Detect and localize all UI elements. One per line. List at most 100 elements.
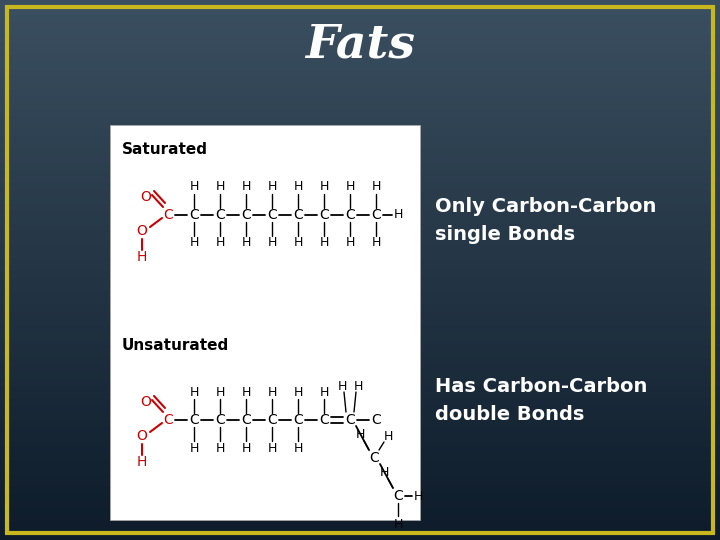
- Text: H: H: [293, 237, 302, 249]
- Text: Only Carbon-Carbon
single Bonds: Only Carbon-Carbon single Bonds: [435, 197, 657, 244]
- Text: H: H: [293, 442, 302, 455]
- Text: C: C: [189, 208, 199, 222]
- Bar: [0, 303, 720, 310]
- Text: H: H: [215, 442, 225, 455]
- Bar: [0, 498, 720, 507]
- Text: Unsaturated: Unsaturated: [122, 338, 229, 353]
- Text: H: H: [241, 180, 251, 193]
- Bar: [0, 390, 720, 399]
- Bar: [0, 357, 720, 364]
- Text: H: H: [241, 442, 251, 455]
- Text: C: C: [215, 413, 225, 427]
- Bar: [0, 485, 720, 492]
- Text: C: C: [293, 413, 303, 427]
- Bar: [0, 363, 720, 372]
- Text: H: H: [293, 386, 302, 399]
- Bar: [0, 262, 720, 270]
- Text: H: H: [346, 237, 355, 249]
- Text: H: H: [293, 180, 302, 193]
- Text: H: H: [189, 386, 199, 399]
- Bar: [0, 377, 720, 384]
- Bar: [0, 424, 720, 432]
- Bar: [0, 161, 720, 168]
- Bar: [0, 147, 720, 156]
- Bar: [0, 114, 720, 122]
- Bar: [0, 451, 720, 459]
- Text: H: H: [189, 180, 199, 193]
- Bar: [0, 215, 720, 222]
- Bar: [0, 532, 720, 540]
- Text: C: C: [215, 208, 225, 222]
- Text: C: C: [241, 413, 251, 427]
- Text: H: H: [137, 455, 147, 469]
- Bar: [0, 33, 720, 40]
- Bar: [0, 289, 720, 297]
- Text: H: H: [383, 429, 392, 442]
- Bar: [0, 492, 720, 500]
- Bar: [0, 309, 720, 317]
- Bar: [0, 350, 720, 357]
- Bar: [0, 228, 720, 237]
- Text: H: H: [319, 386, 329, 399]
- Bar: [0, 336, 720, 345]
- Bar: [0, 19, 720, 27]
- Text: C: C: [189, 413, 199, 427]
- Bar: [0, 255, 720, 263]
- Bar: [0, 188, 720, 195]
- Text: H: H: [189, 237, 199, 249]
- Text: H: H: [346, 180, 355, 193]
- Bar: [0, 93, 720, 102]
- Bar: [0, 120, 720, 128]
- Bar: [0, 174, 720, 183]
- Bar: [0, 208, 720, 216]
- Text: H: H: [137, 250, 147, 264]
- Bar: [0, 411, 720, 418]
- Text: Has Carbon-Carbon
double Bonds: Has Carbon-Carbon double Bonds: [435, 376, 647, 423]
- Bar: [0, 154, 720, 162]
- Text: H: H: [319, 237, 329, 249]
- Bar: [0, 201, 720, 209]
- Bar: [0, 6, 720, 14]
- Bar: [0, 235, 720, 243]
- Text: H: H: [241, 237, 251, 249]
- Bar: [0, 397, 720, 405]
- Text: O: O: [137, 429, 148, 443]
- Text: H: H: [215, 386, 225, 399]
- Bar: [0, 46, 720, 54]
- Text: H: H: [354, 380, 363, 393]
- Text: H: H: [267, 180, 276, 193]
- Bar: [0, 316, 720, 324]
- Text: C: C: [371, 413, 381, 427]
- Text: C: C: [163, 413, 173, 427]
- Text: C: C: [293, 208, 303, 222]
- Text: H: H: [372, 237, 381, 249]
- Text: O: O: [140, 190, 151, 204]
- Bar: [0, 505, 720, 513]
- Bar: [0, 222, 720, 230]
- Bar: [0, 87, 720, 94]
- Bar: [0, 370, 720, 378]
- Text: H: H: [372, 180, 381, 193]
- Bar: [0, 127, 720, 135]
- Bar: [0, 0, 720, 6]
- Bar: [0, 242, 720, 249]
- Bar: [0, 282, 720, 291]
- Bar: [0, 276, 720, 284]
- Bar: [0, 134, 720, 141]
- Bar: [0, 458, 720, 465]
- Bar: [0, 53, 720, 60]
- Text: H: H: [393, 517, 402, 530]
- Text: H: H: [413, 489, 423, 503]
- Bar: [0, 100, 720, 108]
- Text: C: C: [267, 413, 277, 427]
- Bar: [0, 296, 720, 303]
- Bar: [0, 330, 720, 338]
- Bar: [0, 168, 720, 176]
- Text: H: H: [267, 237, 276, 249]
- Bar: [0, 66, 720, 74]
- Bar: [0, 195, 720, 202]
- Text: C: C: [369, 451, 379, 465]
- Text: H: H: [215, 180, 225, 193]
- Bar: [0, 249, 720, 256]
- Text: C: C: [319, 413, 329, 427]
